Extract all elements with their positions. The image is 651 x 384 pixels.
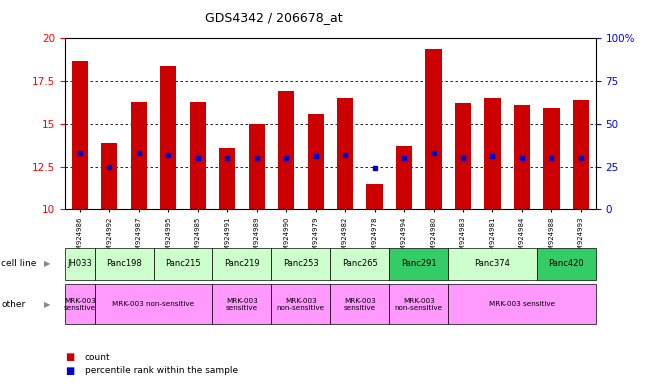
Bar <box>331 248 389 280</box>
Bar <box>544 108 560 209</box>
Bar <box>94 284 212 324</box>
Text: MRK-003
sensitive: MRK-003 sensitive <box>64 298 96 311</box>
Bar <box>94 248 154 280</box>
Text: Panc291: Panc291 <box>401 260 437 268</box>
Bar <box>449 284 596 324</box>
Bar <box>331 284 389 324</box>
Text: ■: ■ <box>65 352 74 362</box>
Bar <box>65 248 94 280</box>
Text: MRK-003
non-sensitive: MRK-003 non-sensitive <box>277 298 325 311</box>
Bar <box>455 103 471 209</box>
Bar <box>212 284 271 324</box>
Text: Panc265: Panc265 <box>342 260 378 268</box>
Text: other: other <box>1 300 25 309</box>
Text: cell line: cell line <box>1 260 36 268</box>
Text: MRK-003
sensitive: MRK-003 sensitive <box>226 298 258 311</box>
Bar <box>278 91 294 209</box>
Text: Panc198: Panc198 <box>106 260 142 268</box>
Bar <box>573 100 589 209</box>
Bar <box>367 184 383 209</box>
Text: ■: ■ <box>65 366 74 376</box>
Text: GDS4342 / 206678_at: GDS4342 / 206678_at <box>204 12 342 25</box>
Text: percentile rank within the sample: percentile rank within the sample <box>85 366 238 375</box>
Bar <box>271 284 330 324</box>
Bar <box>389 248 449 280</box>
Bar <box>271 248 330 280</box>
Bar <box>131 102 147 209</box>
Text: ▶: ▶ <box>44 260 50 268</box>
Bar <box>426 49 441 209</box>
Bar <box>219 148 235 209</box>
Text: Panc420: Panc420 <box>548 260 584 268</box>
Bar <box>307 114 324 209</box>
Bar <box>389 284 449 324</box>
Bar <box>101 142 117 209</box>
Text: JH033: JH033 <box>68 260 92 268</box>
Bar <box>72 61 88 209</box>
Text: MRK-003
non-sensitive: MRK-003 non-sensitive <box>395 298 443 311</box>
Bar <box>189 102 206 209</box>
Bar <box>536 248 596 280</box>
Text: Panc219: Panc219 <box>224 260 260 268</box>
Bar <box>396 146 412 209</box>
Bar <box>65 284 94 324</box>
Text: MRK-003
sensitive: MRK-003 sensitive <box>344 298 376 311</box>
Text: count: count <box>85 353 110 362</box>
Text: Panc374: Panc374 <box>475 260 510 268</box>
Bar <box>514 105 530 209</box>
Text: MRK-003 non-sensitive: MRK-003 non-sensitive <box>113 301 195 307</box>
Text: Panc253: Panc253 <box>283 260 319 268</box>
Bar <box>249 124 265 209</box>
Bar <box>160 66 176 209</box>
Bar <box>337 98 353 209</box>
Text: Panc215: Panc215 <box>165 260 201 268</box>
Bar <box>154 248 212 280</box>
Text: ▶: ▶ <box>44 300 50 309</box>
Text: MRK-003 sensitive: MRK-003 sensitive <box>489 301 555 307</box>
Bar <box>212 248 271 280</box>
Bar <box>449 248 536 280</box>
Bar <box>484 98 501 209</box>
